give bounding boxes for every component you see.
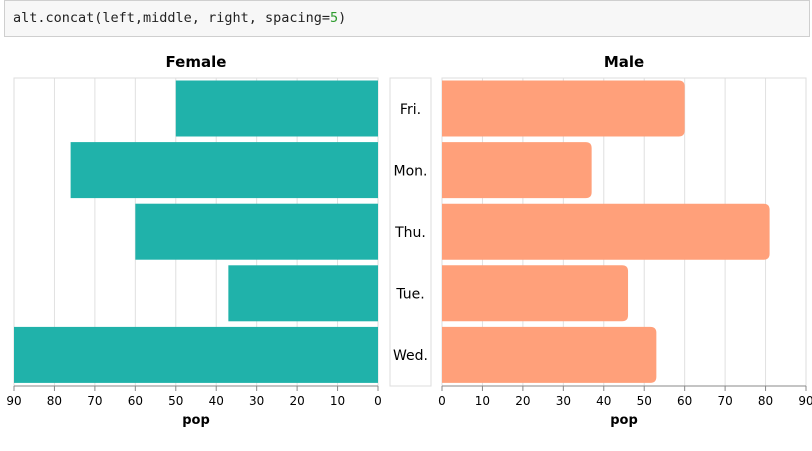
tick-label-female: 60 [128,394,143,408]
tick-label-male: 80 [758,394,773,408]
tick-label-male: 50 [637,394,652,408]
tick-label-female: 70 [87,394,102,408]
tick-label-female: 90 [6,394,21,408]
axis-title-female: pop [182,413,210,428]
axis-title-male: pop [610,413,638,428]
category-label-wed: Wed. [393,348,428,364]
category-label-fri: Fri. [400,102,421,118]
category-label-thu: Thu. [394,225,426,241]
tick-label-male: 10 [475,394,490,408]
tick-label-male: 60 [677,394,692,408]
bar-male-shape [442,203,770,260]
bar-male-wed [442,326,657,383]
tick-label-female: 30 [249,394,264,408]
bar-male-thu [442,203,770,260]
bar-male-shape [442,80,685,137]
middle-frame [389,77,432,387]
category-label-tue: Tue. [395,287,424,303]
bar-male-shape [442,142,592,199]
category-label-mon: Mon. [394,163,428,179]
code-text: alt.concat(left,middle, right, spacing= [13,10,330,26]
bar-male-mon [442,142,592,199]
bar-female-fri [175,80,378,137]
bar-male-shape [442,265,629,322]
tick-label-male: 20 [515,394,530,408]
tick-label-male: 40 [596,394,611,408]
tick-label-female: 80 [47,394,62,408]
tick-label-female: 10 [330,394,345,408]
code-cell[interactable]: alt.concat(left,middle, right, spacing=5… [4,0,810,37]
tick-label-male: 0 [438,394,446,408]
tick-label-female: 50 [168,394,183,408]
code-number: 5 [329,10,339,26]
tick-label-female: 0 [374,394,382,408]
title-female: Female [166,53,227,71]
code-line: alt.concat(left,middle, right, spacing=5… [13,10,346,26]
bar-female-mon [70,142,378,199]
bar-male-tue [442,265,629,322]
bar-male-shape [442,326,657,383]
tick-label-female: 20 [289,394,304,408]
tick-label-male: 30 [556,394,571,408]
bar-female-tue [228,265,378,322]
code-text-end: ) [338,10,347,26]
bar-female-thu [135,203,378,260]
tick-label-male: 90 [798,394,812,408]
tick-label-male: 70 [717,394,732,408]
bar-female-wed [14,326,378,383]
title-male: Male [604,53,644,71]
tick-label-female: 40 [209,394,224,408]
bar-male-fri [442,80,685,137]
